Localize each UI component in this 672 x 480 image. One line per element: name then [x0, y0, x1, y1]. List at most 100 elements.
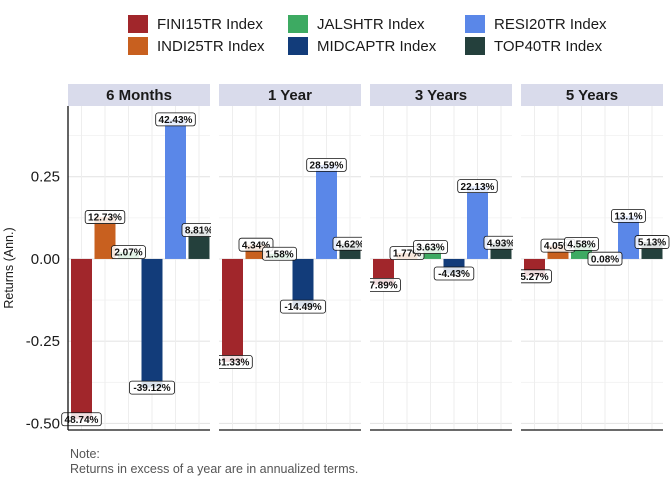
data-label-text: 31.33%	[216, 358, 250, 369]
bar	[222, 258, 243, 363]
facet-strip	[370, 84, 512, 106]
legend-item: RESI20TR Index	[465, 14, 607, 34]
bar	[618, 215, 639, 259]
facet-strip-label: 3 Years	[415, 87, 467, 104]
legend-item: TOP40TR Index	[465, 36, 602, 56]
data-label: 8.81%	[181, 223, 217, 237]
y-tick-label: -0.50	[26, 415, 60, 432]
data-label: 48.74%	[61, 412, 102, 427]
data-label: 2.07%	[111, 245, 146, 260]
data-label-text: 13.1%	[614, 211, 642, 222]
y-tick-label: -0.25	[26, 333, 60, 350]
data-label: 5.13%	[634, 235, 670, 249]
legend-swatch	[288, 15, 308, 33]
facet-strip	[219, 84, 361, 106]
data-label-box	[413, 240, 448, 254]
legend-swatch	[288, 37, 308, 55]
legend-label: TOP40TR Index	[494, 37, 603, 55]
note-title: Note:	[70, 447, 100, 461]
data-label: 13.1%	[611, 208, 646, 223]
data-label-box	[128, 380, 175, 395]
data-label: 1.58%	[262, 246, 297, 261]
legend-label: JALSHTR Index	[317, 15, 425, 33]
legend-item: JALSHTR Index	[288, 14, 425, 34]
data-label-text: 5.27%	[520, 272, 548, 283]
data-label-box	[279, 299, 326, 314]
data-label: 42.43%	[155, 112, 196, 127]
data-label-text: 4.62%	[336, 239, 364, 250]
bar	[94, 217, 116, 259]
data-label-text: 4.58%	[567, 239, 595, 250]
data-label: 7.89%	[366, 278, 401, 292]
legend-label: FINI15TR Index	[157, 15, 263, 33]
data-label-text: 8.81%	[185, 226, 213, 237]
data-label-text: 1.77%	[393, 249, 421, 260]
panel-gutter	[362, 106, 370, 432]
bar	[316, 164, 337, 259]
bar	[71, 258, 92, 420]
bar	[467, 186, 488, 259]
data-label-box	[84, 210, 126, 224]
facet-panel: 6 Months 48.74% 12.73% 2.07% -39.12% 42.43% 8.…	[61, 84, 217, 431]
data-label-text: 48.74%	[65, 415, 99, 426]
legend-swatch	[465, 15, 485, 33]
legend-item: MIDCAPTR Index	[288, 36, 436, 56]
panel-gutter	[513, 106, 521, 432]
data-label: 12.73%	[84, 210, 126, 224]
bar	[188, 229, 210, 259]
data-label-text: -39.12%	[133, 383, 170, 394]
bar	[141, 258, 163, 388]
note-text: Returns in excess of a year are in annua…	[70, 462, 359, 476]
data-label-text: 42.43%	[159, 115, 193, 126]
data-label-text: 1.58%	[265, 249, 293, 260]
legend-label: INDI25TR Index	[157, 37, 265, 55]
bar	[292, 258, 314, 307]
data-label-box	[155, 112, 196, 127]
data-label: -14.49%	[279, 299, 326, 314]
data-label-box	[433, 266, 475, 281]
legend-item: FINI15TR Index	[128, 14, 263, 34]
data-label-text: -14.49%	[284, 302, 321, 313]
data-label: 5.27%	[517, 269, 552, 284]
data-label: 28.59%	[306, 158, 347, 172]
facet-strip	[521, 84, 663, 106]
data-label: 3.63%	[413, 240, 448, 254]
legend-swatch	[128, 37, 148, 55]
data-label-text: 4.93%	[487, 238, 515, 249]
data-label-text: 0.08%	[591, 254, 619, 265]
data-label-text: 28.59%	[310, 161, 344, 172]
data-label-text: 2.07%	[114, 248, 142, 259]
data-label-box	[111, 245, 146, 260]
data-label-text: 3.63%	[416, 243, 444, 254]
data-label-box	[306, 158, 347, 172]
data-label-text: 5.13%	[638, 238, 666, 249]
legend-swatch	[128, 15, 148, 33]
facet-panel: 1 Year 31.33% 4.34%1.58% -14.49% 28.59% 4.62%	[212, 84, 368, 431]
facet-panel: 3 Years 7.89% 1.77%3.63% -4.43% 22.13% 4.93%	[366, 84, 519, 431]
data-label-text: 12.73%	[88, 213, 122, 224]
data-label-box	[564, 236, 599, 251]
data-label: -39.12%	[128, 380, 175, 395]
y-axis-title: Returns (Ann.)	[2, 227, 16, 308]
legend-swatch	[465, 37, 485, 55]
data-label-box	[262, 246, 297, 261]
data-label-text: 4.05%	[544, 241, 572, 252]
facet-strip-label: 1 Year	[268, 87, 312, 104]
legend-item: INDI25TR Index	[128, 36, 265, 56]
panel-gutter	[211, 106, 219, 432]
bar	[165, 119, 186, 259]
data-label-box	[457, 179, 498, 194]
data-label: 4.93%	[483, 235, 519, 250]
data-label-box	[611, 208, 646, 223]
y-tick-label: 0.25	[31, 169, 60, 186]
data-label-text: 7.89%	[369, 281, 397, 292]
data-label: 4.62%	[332, 236, 368, 251]
data-label-box	[634, 235, 670, 249]
facet-strip-label: 6 Months	[106, 87, 172, 104]
data-label-box	[587, 251, 623, 266]
data-label: 22.13%	[457, 179, 498, 194]
facet-strip-label: 5 Years	[566, 87, 618, 104]
chart-legend: FINI15TR Index INDI25TR Index JALSHTR Inde…	[128, 14, 648, 64]
data-label-text: 22.13%	[461, 182, 495, 193]
